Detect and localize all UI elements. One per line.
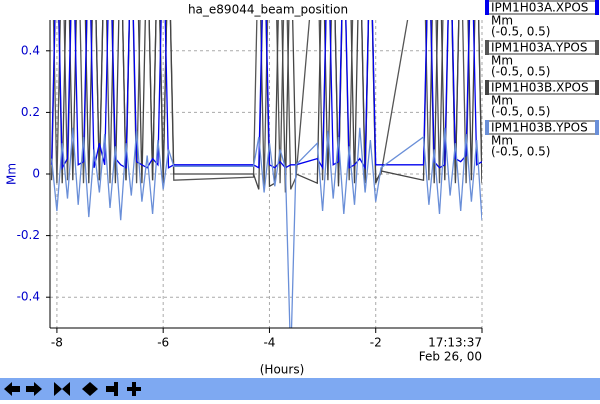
y-tick-label: -0.4 <box>17 290 40 304</box>
x-axis-label: (Hours) <box>260 363 305 377</box>
x-tick-label: -8 <box>51 336 63 350</box>
legend-swatch <box>485 0 489 15</box>
legend-range: (-0.5, 0.5) <box>491 145 551 159</box>
legend-unit: Mm <box>491 14 513 28</box>
zoom-out-button[interactable] <box>82 382 98 396</box>
legend-range: (-0.5, 0.5) <box>491 105 551 119</box>
legend-swatch <box>595 40 599 55</box>
zoom-in-button[interactable] <box>54 382 70 396</box>
legend-swatch <box>485 80 489 95</box>
x-tick-label: 17:13:37 <box>428 336 482 350</box>
y-tick-label: 0.4 <box>21 43 40 57</box>
legend-swatch <box>485 120 489 135</box>
y-tick-label: 0.2 <box>21 105 40 119</box>
legend-name: IPM1H03B.YPOS <box>491 121 588 135</box>
chart-title: ha_e89044_beam_position <box>188 3 348 17</box>
x-tick-label: -6 <box>157 336 169 350</box>
legend-swatch <box>595 0 599 15</box>
legend-range: (-0.5, 0.5) <box>491 25 551 39</box>
toolbar-buttons[interactable] <box>4 382 141 396</box>
legend-name: IPM1H03A.XPOS <box>491 1 588 15</box>
legend-range: (-0.5, 0.5) <box>491 65 551 79</box>
x-tick-label: -2 <box>370 336 382 350</box>
legend-unit: Mm <box>491 94 513 108</box>
legend-name: IPM1H03A.YPOS <box>491 41 588 55</box>
legend-name: IPM1H03B.XPOS <box>491 81 589 95</box>
scroll-right-button[interactable] <box>26 382 42 396</box>
go-end-button[interactable] <box>106 382 118 396</box>
legend-swatch <box>595 120 599 135</box>
legend-swatch <box>485 40 489 55</box>
y-tick-label: -0.2 <box>17 228 40 242</box>
toolbar <box>0 378 600 400</box>
series-line <box>50 127 482 328</box>
legend-unit: Mm <box>491 54 513 68</box>
x-date-label: Feb 26, 00 <box>419 350 482 364</box>
y-axis-label: Mm <box>5 163 19 185</box>
y-tick-label: 0 <box>32 167 40 181</box>
add-button[interactable] <box>127 382 141 396</box>
legend-unit: Mm <box>491 134 513 148</box>
legend-swatch <box>595 80 599 95</box>
x-tick-label: -4 <box>263 336 275 350</box>
scroll-left-button[interactable] <box>4 382 20 396</box>
